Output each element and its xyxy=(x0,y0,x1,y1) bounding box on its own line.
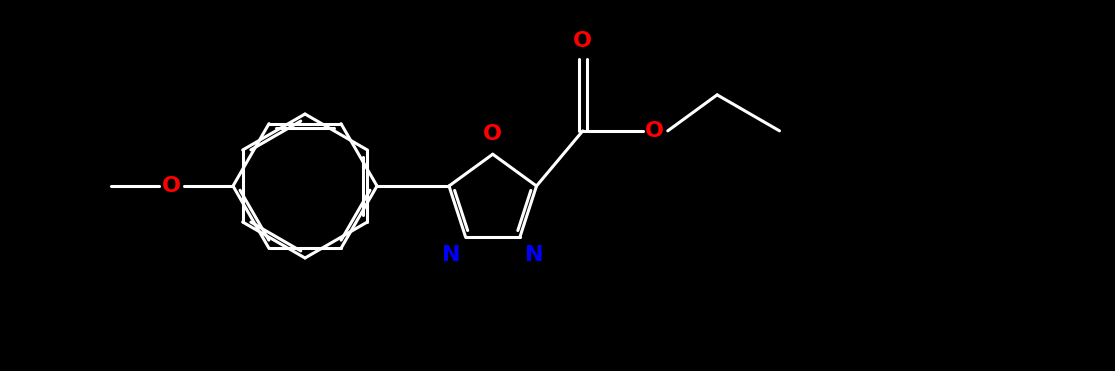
Text: O: O xyxy=(646,121,665,141)
Text: N: N xyxy=(524,246,543,265)
Text: O: O xyxy=(573,31,592,51)
Text: O: O xyxy=(483,124,502,144)
Text: N: N xyxy=(443,246,460,265)
Text: O: O xyxy=(163,176,182,196)
